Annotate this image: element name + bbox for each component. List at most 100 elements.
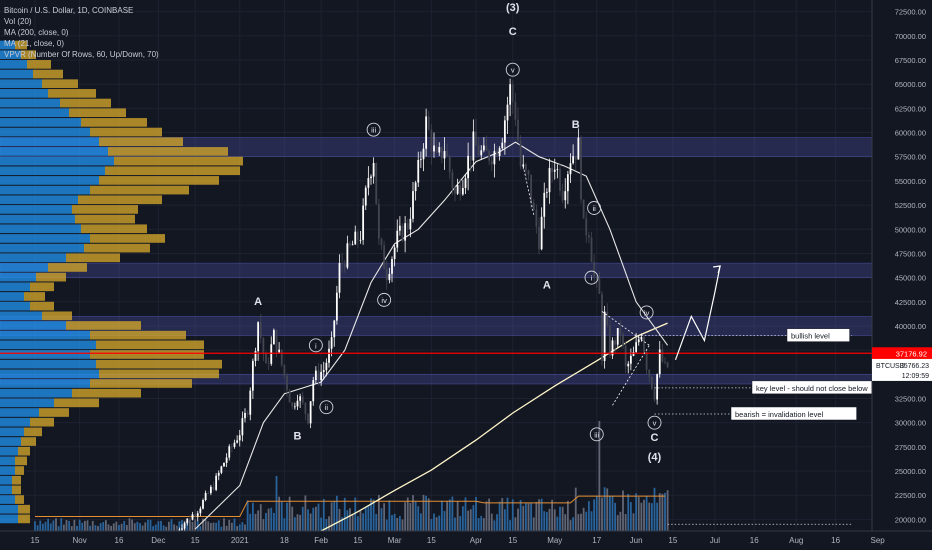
vpvr-up-bar	[0, 147, 108, 156]
candle-body	[629, 355, 632, 364]
candle-body	[475, 131, 477, 146]
volume-bar	[451, 496, 454, 531]
volume-bar	[430, 519, 433, 531]
candle-body	[325, 362, 328, 371]
volume-bar	[503, 509, 506, 531]
candle-body	[548, 167, 551, 193]
candle-body	[648, 369, 651, 377]
x-tick-label: 17	[592, 536, 601, 545]
volume-bar	[496, 514, 498, 531]
volume-bar	[553, 509, 556, 531]
volume-bar	[325, 519, 328, 531]
candle-body	[632, 351, 635, 356]
volume-bar	[338, 508, 341, 531]
wave-label-circle	[366, 122, 381, 137]
candle-body	[391, 259, 393, 274]
volume-bar	[404, 502, 407, 531]
candle-body	[194, 514, 197, 517]
x-tick-label: Feb	[314, 536, 328, 545]
volume-bar	[488, 498, 491, 531]
candle-body	[530, 174, 533, 203]
candle-body	[191, 514, 194, 520]
y-tick-label: 72500.00	[895, 8, 926, 17]
volume-bar	[49, 523, 52, 531]
volume-bar	[86, 520, 89, 531]
volume-bar	[309, 513, 312, 531]
candle-body	[362, 205, 365, 240]
candle-body	[199, 508, 202, 514]
vpvr-indicator[interactable]: VPVR (Number Of Rows, 60, Up/Down, 70)	[4, 50, 159, 59]
volume-bar	[220, 526, 223, 531]
volume-bar	[188, 519, 191, 531]
volume-bar	[438, 515, 441, 531]
wave-label: iii	[594, 430, 599, 439]
volume-bar	[661, 493, 664, 531]
vpvr-down-bar	[90, 234, 165, 243]
volume-bar	[383, 503, 386, 531]
volume-bar	[627, 493, 630, 531]
candle-body	[377, 204, 380, 239]
candle-body	[188, 518, 191, 520]
candle-body	[178, 529, 181, 531]
volume-bar	[241, 522, 244, 531]
volume-bar	[393, 513, 396, 531]
volume-bar	[564, 514, 567, 531]
candle-body	[637, 339, 640, 343]
volume-bar	[139, 523, 141, 531]
volume-bar	[545, 512, 548, 531]
x-tick-label: Aug	[789, 536, 803, 545]
candle-body	[650, 376, 653, 389]
candle-body	[322, 370, 325, 372]
volume-bar	[359, 511, 362, 531]
candle-body	[183, 523, 186, 529]
candle-body	[346, 243, 349, 268]
volume-bar	[664, 492, 666, 531]
volume-bar	[622, 490, 624, 531]
candle-body	[608, 325, 611, 356]
candle-body	[307, 413, 309, 424]
candle-body	[590, 237, 593, 262]
vpvr-profile	[0, 40, 243, 524]
candle-body	[225, 457, 228, 463]
candle-body	[430, 129, 433, 152]
volume-bar	[446, 500, 449, 531]
candle-body	[254, 351, 257, 361]
volume-indicator[interactable]: Vol (20)	[4, 17, 32, 26]
candle-body	[653, 388, 656, 400]
vpvr-up-bar	[0, 127, 90, 137]
x-tick-label: 15	[668, 536, 677, 545]
volume-bar	[367, 505, 370, 531]
ma200-indicator[interactable]: MA (200, close, 0)	[4, 28, 69, 37]
volume-bar	[246, 500, 249, 531]
candle-body	[251, 360, 254, 391]
volume-bar	[349, 508, 351, 531]
vpvr-up-bar	[0, 311, 42, 321]
volume-bar	[543, 511, 546, 531]
candle-body	[464, 178, 467, 189]
volume-bar	[364, 507, 367, 531]
volume-bar	[34, 521, 36, 531]
volume-bar	[317, 503, 320, 531]
volume-bar	[136, 521, 139, 531]
vpvr-down-bar	[18, 514, 30, 524]
volume-bar	[645, 495, 648, 531]
vpvr-up-bar	[0, 417, 30, 427]
wave-label: iv	[644, 308, 650, 317]
vpvr-up-bar	[0, 330, 90, 340]
ma21-indicator[interactable]: MA (21, close, 0)	[4, 39, 65, 48]
volume-bar	[236, 526, 239, 531]
vpvr-up-bar	[0, 340, 96, 350]
wave-label: iii	[371, 126, 376, 135]
candle-body	[569, 163, 572, 175]
y-tick-label: 50000.00	[895, 225, 926, 234]
volume-bar	[640, 502, 643, 531]
x-axis-background	[0, 531, 932, 550]
vpvr-down-bar	[21, 50, 36, 60]
candle-body	[278, 349, 281, 353]
volume-bar	[511, 499, 514, 531]
volume-bar	[561, 506, 564, 531]
candle-body	[291, 402, 294, 407]
symbol-title[interactable]: Bitcoin / U.S. Dollar, 1D, COINBASE	[4, 6, 134, 15]
